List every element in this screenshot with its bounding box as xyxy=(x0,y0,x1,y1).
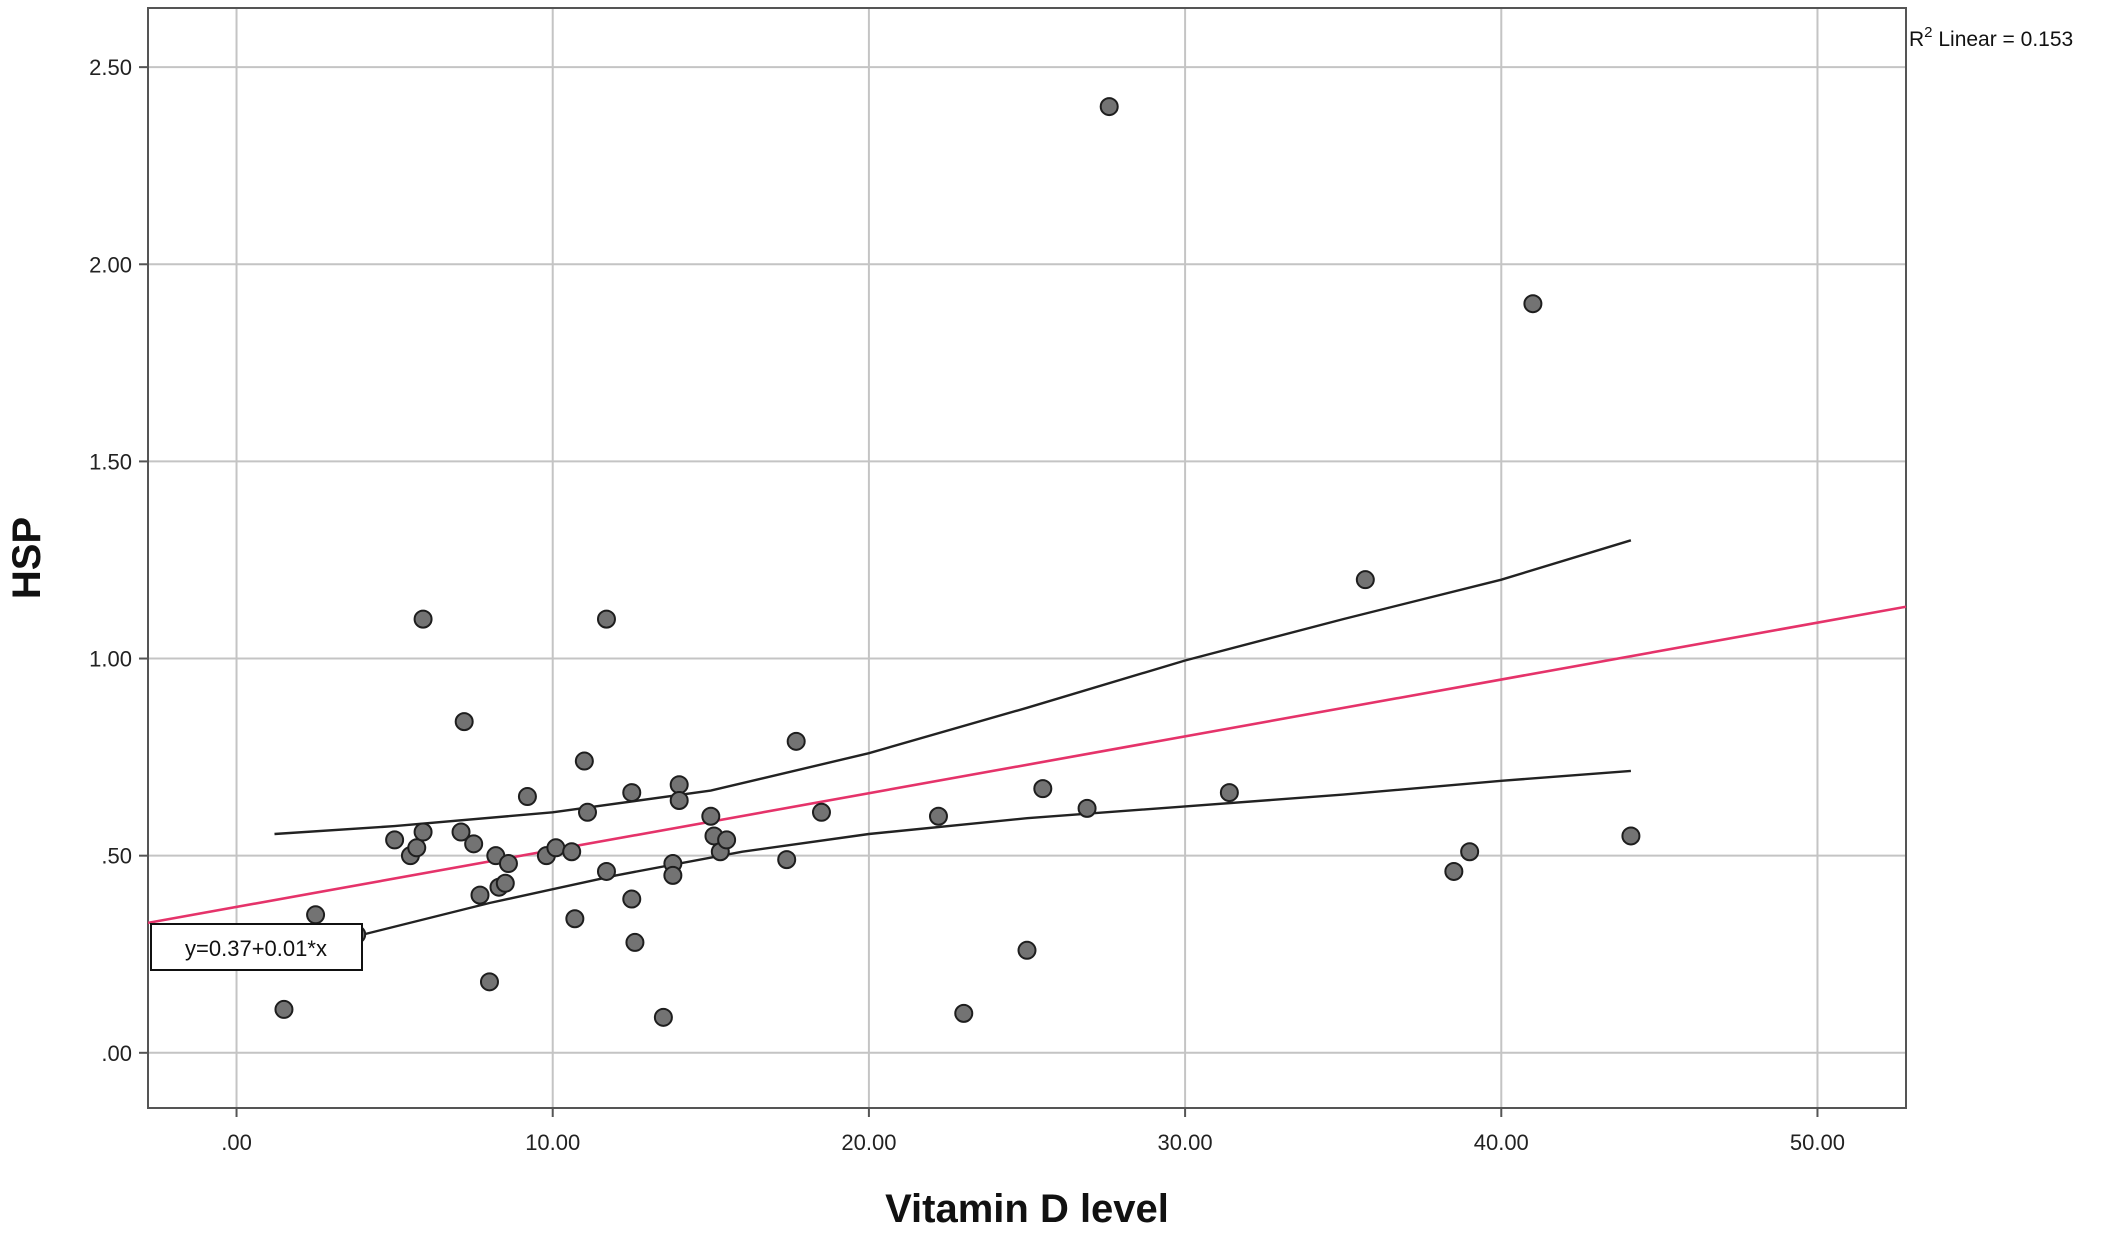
r-squared-label: R2 Linear = 0.153 xyxy=(1909,24,2073,51)
data-point xyxy=(1621,826,1641,846)
data-point xyxy=(669,775,689,795)
equation-label: y=0.37+0.01*x xyxy=(185,936,327,961)
r-squared-prefix: R xyxy=(1909,28,1924,51)
data-point xyxy=(717,830,737,850)
y-tick-label: 1.00 xyxy=(89,647,132,672)
data-point xyxy=(464,834,484,854)
x-tick-label: .00 xyxy=(221,1130,252,1155)
data-point xyxy=(562,842,582,862)
gridlines xyxy=(139,8,1906,1117)
data-point xyxy=(385,830,405,850)
data-point xyxy=(811,802,831,822)
r-squared-value: Linear = 0.153 xyxy=(1933,28,2074,51)
data-point xyxy=(578,802,597,822)
fit-line-group xyxy=(147,605,1907,925)
x-tick-label: 30.00 xyxy=(1158,1130,1213,1155)
data-point xyxy=(1099,97,1119,117)
data-point xyxy=(777,850,797,870)
data-point xyxy=(274,999,294,1019)
confidence-bands xyxy=(274,539,1632,940)
x-tick-label: 20.00 xyxy=(841,1130,896,1155)
data-point xyxy=(663,865,683,885)
data-point xyxy=(546,838,566,858)
plot-area-frame xyxy=(147,7,1907,1109)
data-point xyxy=(622,889,642,909)
data-point xyxy=(669,790,689,810)
data-point xyxy=(413,822,433,842)
data-point xyxy=(928,806,948,826)
data-point xyxy=(574,751,594,771)
data-point xyxy=(470,885,490,905)
ci-lower-line xyxy=(346,769,1631,940)
data-point xyxy=(306,905,326,925)
y-tick-label: 2.00 xyxy=(89,252,132,277)
data-point xyxy=(1523,294,1543,314)
linear-fit-line xyxy=(147,605,1907,925)
data-point xyxy=(625,932,645,952)
data-point xyxy=(1033,779,1053,799)
data-point xyxy=(451,822,471,842)
data-point xyxy=(454,712,474,732)
x-tick-label: 40.00 xyxy=(1474,1130,1529,1155)
y-tick-label: .50 xyxy=(101,844,132,869)
data-points xyxy=(274,97,1641,1027)
data-point xyxy=(413,609,433,629)
data-point xyxy=(954,1003,974,1023)
data-point xyxy=(1077,798,1097,818)
y-tick-label: 1.50 xyxy=(89,449,132,474)
data-point xyxy=(1219,783,1239,803)
r-squared-superscript: 2 xyxy=(1924,24,1932,41)
data-point xyxy=(1355,570,1375,590)
x-axis-title: Vitamin D level xyxy=(885,1187,1169,1231)
x-axis-ticks: .00 10.00 20.00 30.00 40.00 50.00 xyxy=(221,1130,1845,1155)
data-point xyxy=(565,909,585,929)
data-point xyxy=(596,861,616,881)
data-point xyxy=(701,806,721,826)
data-point xyxy=(786,731,806,751)
data-point xyxy=(407,838,427,858)
equation-box: y=0.37+0.01*x xyxy=(150,923,363,971)
y-tick-label: .00 xyxy=(101,1041,132,1066)
data-point xyxy=(479,972,499,992)
y-axis-title: HSP xyxy=(5,517,49,599)
ci-upper-line xyxy=(274,539,1632,836)
data-point xyxy=(1444,861,1464,881)
data-point xyxy=(1460,842,1480,862)
data-point xyxy=(1017,940,1037,960)
x-tick-label: 50.00 xyxy=(1790,1130,1845,1155)
data-point xyxy=(622,783,642,803)
equation-box-frame xyxy=(150,923,363,971)
data-point xyxy=(653,1007,673,1027)
data-point xyxy=(498,854,518,874)
data-point xyxy=(517,787,537,807)
data-point xyxy=(495,873,515,893)
y-axis-ticks: .00 .50 1.00 1.50 2.00 2.50 xyxy=(89,55,132,1066)
x-tick-label: 10.00 xyxy=(525,1130,580,1155)
data-point xyxy=(596,609,616,629)
y-tick-label: 2.50 xyxy=(89,55,132,80)
